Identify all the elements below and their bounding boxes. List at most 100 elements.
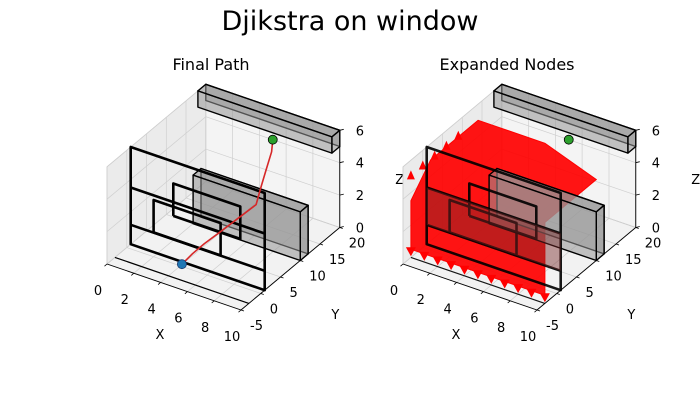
- window-glass-tint: [426, 187, 561, 271]
- tick-label-y: -5: [546, 319, 559, 334]
- tick-label-y: 10: [605, 270, 622, 285]
- goal-point: [563, 134, 574, 145]
- expanded-node-marker: [459, 265, 470, 275]
- axis-label-z: Z: [395, 173, 404, 188]
- axis-line-y: [536, 227, 637, 311]
- obstacle-mid-block-side: [299, 204, 309, 262]
- tick-mark-y: [260, 293, 264, 295]
- tick-mark-y: [319, 243, 324, 246]
- tick-mark-x: [507, 300, 511, 304]
- obstacle-top-wall-front: [197, 90, 333, 154]
- gridline-z: [106, 116, 340, 200]
- tick-mark-x: [104, 263, 108, 267]
- tick-mark-z: [339, 161, 344, 164]
- tick-mark-x: [427, 272, 431, 276]
- tick-label-y: 0: [566, 303, 574, 318]
- expanded-node-marker: [472, 270, 483, 280]
- tick-label-x: 4: [147, 302, 155, 317]
- tick-mark-x: [184, 291, 188, 295]
- tick-mark-x: [480, 291, 484, 295]
- tick-mark-z: [339, 193, 344, 196]
- window-base-front: [410, 256, 546, 304]
- tick-label-y: 5: [290, 286, 298, 301]
- window-outer-frame: [129, 145, 267, 292]
- gridline-z: [106, 148, 340, 232]
- tick-label-z: 4: [652, 157, 660, 172]
- tick-mark-y: [280, 276, 284, 279]
- tick-label-y: 0: [270, 303, 278, 318]
- start-point: [176, 259, 187, 270]
- subplot-title-final-path: Final Path: [172, 55, 249, 74]
- goal-point: [267, 134, 278, 145]
- tick-label-x: 8: [497, 321, 505, 336]
- tick-label-x: 4: [443, 302, 451, 317]
- tick-label-z: 0: [652, 222, 660, 237]
- tick-label-x: 8: [201, 321, 209, 336]
- tick-label-z: 6: [356, 124, 364, 139]
- tick-label-y: 15: [625, 253, 642, 268]
- tick-label-x: 0: [390, 284, 398, 299]
- tick-label-z: 2: [356, 189, 364, 204]
- tick-mark-z: [635, 193, 640, 196]
- window-outer-frame: [425, 145, 563, 292]
- axis-label-y: Y: [626, 308, 635, 323]
- tick-label-x: 6: [470, 312, 478, 327]
- window-hole-back: [172, 182, 242, 241]
- tick-label-y: 10: [309, 270, 326, 285]
- tick-mark-x: [453, 282, 457, 285]
- expanded-node-marker: [446, 261, 457, 271]
- tick-label-y: 20: [349, 237, 366, 252]
- axis-line-x: [106, 263, 242, 311]
- expanded-node-marker: [419, 251, 430, 261]
- tick-mark-y: [615, 243, 620, 246]
- expanded-node-marker: [539, 293, 550, 303]
- tick-label-z: 2: [652, 189, 660, 204]
- axis-label-x: X: [156, 328, 165, 343]
- expanded-node-marker: [499, 279, 510, 289]
- tick-mark-x: [211, 300, 215, 304]
- window-hole-back: [467, 182, 538, 241]
- tick-mark-x: [534, 309, 538, 313]
- subplot-title-expanded-nodes: Expanded Nodes: [439, 55, 574, 74]
- axis-label-y: Y: [330, 308, 339, 323]
- tick-label-x: 10: [520, 330, 537, 345]
- expanded-node-marker: [454, 130, 463, 140]
- final-path-line: [181, 139, 274, 265]
- expanded-node-marker: [418, 160, 427, 170]
- window-overlay: [410, 145, 563, 304]
- tick-label-y: 5: [586, 286, 594, 301]
- expanded-node-marker: [430, 150, 439, 160]
- tick-mark-x: [400, 263, 404, 267]
- axis-line-x: [402, 263, 538, 311]
- expanded-node-marker: [406, 170, 415, 180]
- expanded-node-marker: [442, 140, 451, 150]
- tick-label-x: 10: [224, 330, 241, 345]
- tick-label-x: 6: [174, 312, 182, 327]
- tick-label-z: 4: [356, 157, 364, 172]
- tick-mark-x: [131, 272, 135, 276]
- tick-mark-z: [635, 161, 640, 164]
- obstacle-mid-block-side: [595, 204, 605, 262]
- tick-label-z: 0: [356, 222, 364, 237]
- window-top-bar: [130, 186, 266, 235]
- expanded-node-marker: [405, 247, 416, 257]
- window-top-bar: [426, 186, 562, 235]
- tick-mark-z: [339, 226, 344, 228]
- tick-mark-x: [157, 282, 161, 285]
- tick-label-x: 0: [94, 284, 102, 299]
- tick-label-y: -5: [250, 319, 263, 334]
- tick-mark-y: [536, 309, 541, 312]
- tick-label-x: 2: [121, 293, 129, 308]
- axis-label-z: Z: [691, 173, 700, 188]
- tick-label-y: 20: [645, 237, 662, 252]
- tick-mark-x: [238, 309, 242, 313]
- tick-label-x: 2: [417, 293, 425, 308]
- window-base-front: [114, 256, 250, 304]
- expanded-node-marker: [486, 274, 497, 284]
- window-hole-front: [448, 198, 518, 257]
- figure-suptitle: Djikstra on window: [222, 6, 479, 37]
- window-hole-front: [152, 198, 222, 257]
